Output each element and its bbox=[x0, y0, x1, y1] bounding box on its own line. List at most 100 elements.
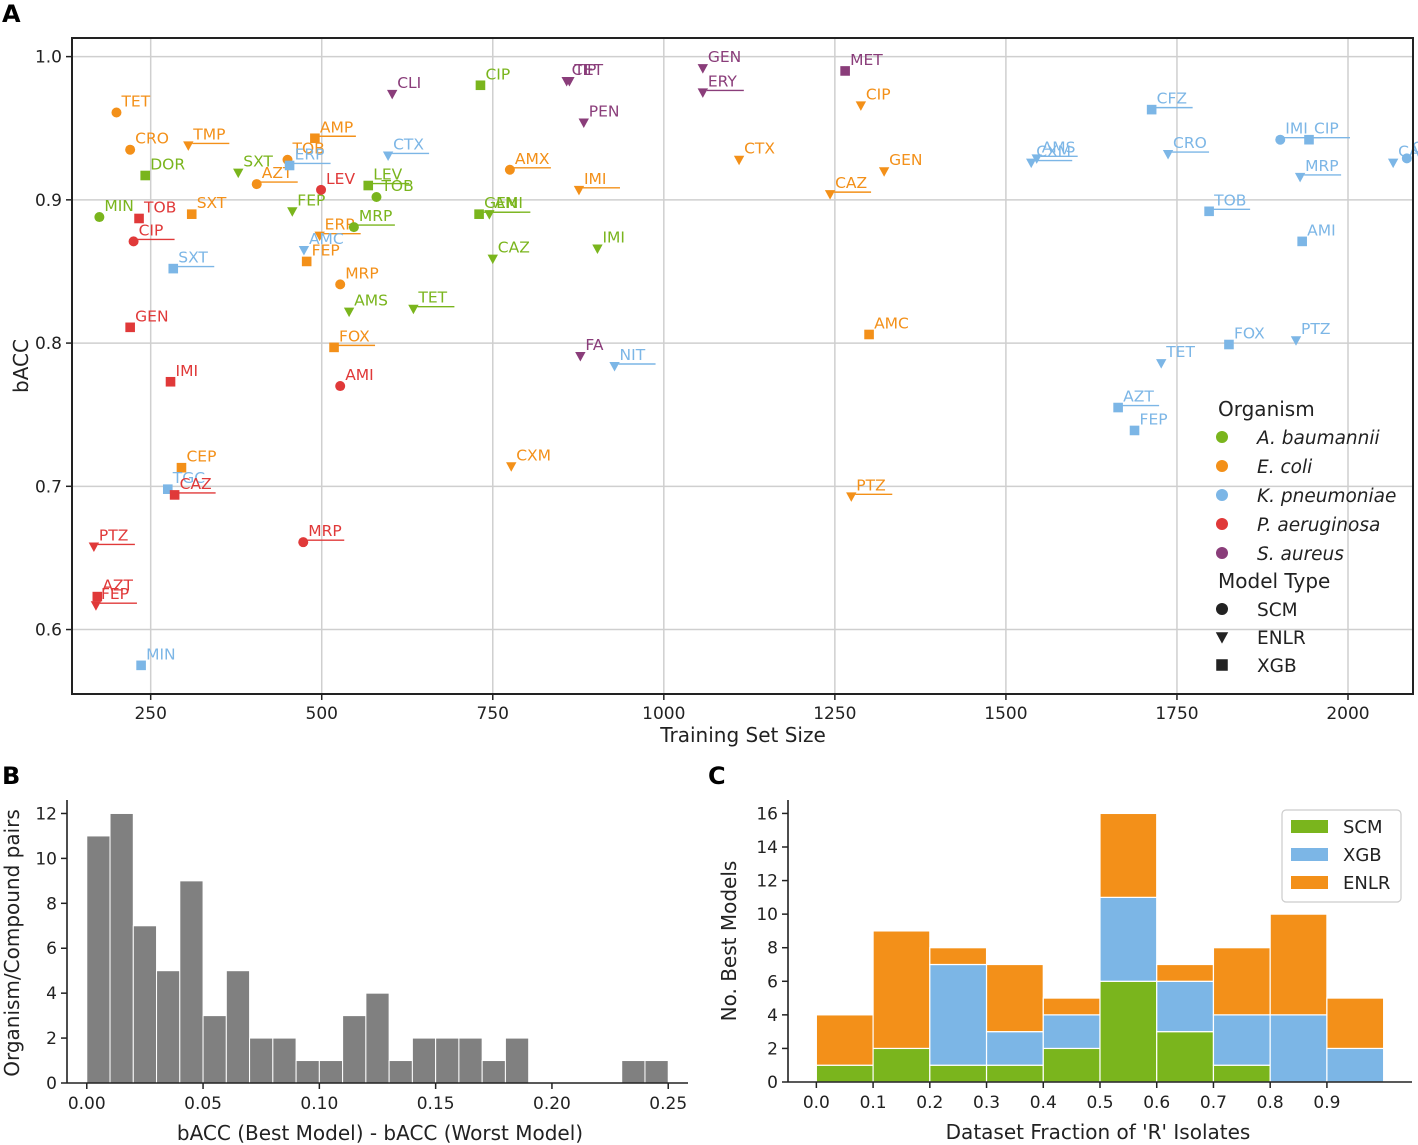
point-label: GEN bbox=[484, 194, 517, 212]
enlr-marker bbox=[1031, 154, 1042, 164]
x-tick-label: 0.00 bbox=[68, 1094, 106, 1114]
bar-segment-scm bbox=[1099, 980, 1158, 1083]
point-label: FOX bbox=[1234, 325, 1265, 343]
enlr-marker bbox=[1026, 158, 1037, 169]
enlr-marker bbox=[578, 118, 589, 129]
scm-marker bbox=[125, 144, 136, 155]
data-point-caz: CAZ bbox=[487, 239, 530, 265]
data-point-tet: TET bbox=[564, 61, 604, 87]
data-point-sxt: SXT bbox=[186, 194, 227, 219]
data-point-amc: AMC bbox=[298, 230, 344, 256]
plot-frame bbox=[71, 37, 1414, 695]
bar-segment-xgb bbox=[1042, 1014, 1101, 1050]
legend-swatch-organism bbox=[1216, 489, 1228, 501]
xgb-marker bbox=[176, 462, 187, 473]
xgb-marker bbox=[1297, 236, 1307, 247]
legend-entry-model: SCM bbox=[1257, 600, 1298, 621]
point-label: MIN bbox=[146, 645, 176, 663]
x-tick-label: 0.10 bbox=[300, 1094, 338, 1114]
scm-marker bbox=[1401, 153, 1412, 164]
x-tick-label: 0.6 bbox=[1143, 1093, 1170, 1113]
point-label: CRO bbox=[135, 130, 169, 148]
data-point-tgc: TGC bbox=[162, 469, 205, 494]
axis-ticks: 0.0 0.1 0.2 0.3 0.4 0.5 0.6 0.7 0.8 0.9 0 2 4 6 8 10 12 1… bbox=[756, 804, 1340, 1113]
enlr-marker bbox=[382, 151, 394, 161]
point-label: AMC bbox=[309, 230, 344, 248]
point-label: GEN bbox=[1412, 138, 1418, 156]
x-tick-label: 0.25 bbox=[649, 1094, 687, 1114]
histogram-bar bbox=[249, 1037, 274, 1084]
y-tick-label: 12 bbox=[756, 872, 778, 892]
data-point-imi: IMI bbox=[592, 229, 625, 255]
y-tick-label: 0.7 bbox=[35, 477, 62, 497]
y-tick-label: 10 bbox=[35, 849, 57, 869]
point-label: ERP bbox=[295, 145, 325, 163]
point-label: PTZ bbox=[856, 476, 885, 494]
xgb-marker bbox=[136, 660, 146, 671]
point-label: AMS bbox=[354, 292, 388, 310]
y-tick-label: 10 bbox=[756, 905, 778, 925]
data-point-erp: ERP bbox=[314, 216, 361, 242]
x-tick-label: 1250 bbox=[813, 704, 856, 724]
enlr-marker bbox=[575, 351, 586, 362]
data-point-fox: FOX bbox=[329, 327, 376, 353]
bar-segment-scm bbox=[929, 1064, 988, 1083]
point-label: PTZ bbox=[99, 526, 128, 544]
histogram-bar bbox=[621, 1060, 646, 1084]
scm-marker bbox=[504, 164, 515, 175]
y-tick-label: 0.6 bbox=[35, 621, 62, 641]
scm-marker bbox=[335, 381, 346, 392]
data-point-ptz: PTZ bbox=[846, 476, 893, 502]
bar-segment-xgb bbox=[1326, 1047, 1385, 1083]
point-label: TOB bbox=[292, 140, 325, 158]
data-point-tet: TET bbox=[111, 92, 151, 118]
x-axis-label: Dataset Fraction of 'R' Isolates bbox=[946, 1120, 1251, 1144]
xgb-marker bbox=[840, 66, 850, 76]
point-label: TGC bbox=[172, 469, 205, 487]
x-tick-label: 0.0 bbox=[803, 1093, 830, 1113]
histogram-bars bbox=[86, 812, 669, 1084]
data-point-gen: GEN bbox=[697, 48, 741, 74]
enlr-marker bbox=[484, 210, 495, 220]
enlr-marker bbox=[855, 101, 867, 111]
data-point-cxm: CXM bbox=[506, 446, 551, 472]
bar-segment-enlr bbox=[1099, 812, 1158, 898]
x-tick-label: 0.7 bbox=[1200, 1093, 1227, 1113]
bar-segment-xgb bbox=[1156, 980, 1215, 1033]
enlr-marker bbox=[343, 307, 355, 318]
x-axis-label: bACC (Best Model) - bACC (Worst Model) bbox=[177, 1121, 583, 1145]
legend-swatch-model bbox=[1216, 659, 1228, 671]
y-tick-label: 0 bbox=[46, 1074, 57, 1094]
histogram-bar bbox=[179, 880, 204, 1084]
legend-entry: ENLR bbox=[1343, 873, 1390, 894]
point-label: CEP bbox=[186, 448, 216, 466]
data-point-tmp: TMP bbox=[183, 125, 230, 151]
point-label: SXT bbox=[197, 194, 227, 212]
data-point-amx: AMX bbox=[504, 150, 551, 175]
data-point-mrp: MRP bbox=[348, 207, 395, 233]
xgb-marker bbox=[329, 342, 339, 353]
y-tick-label: 2 bbox=[767, 1039, 778, 1059]
scm-marker bbox=[335, 279, 346, 290]
point-label: FEP bbox=[1140, 410, 1168, 428]
y-axis-label: No. Best Models bbox=[717, 861, 741, 1022]
enlr-marker bbox=[183, 141, 194, 151]
enlr-marker bbox=[506, 462, 517, 472]
point-label: FEP bbox=[101, 585, 129, 603]
point-label: FEP bbox=[312, 241, 340, 259]
point-label: IMI bbox=[1285, 120, 1308, 138]
axis-ticks: 250 500 750 1000 1250 1500 1750 2000 0.6 0.7 0.8 0.… bbox=[35, 48, 1370, 724]
legend-entry-organism: K. pneumoniae bbox=[1257, 486, 1396, 507]
legend-title-organism: Organism bbox=[1218, 397, 1315, 421]
legend-swatch bbox=[1291, 848, 1328, 861]
point-label: IMI bbox=[584, 170, 607, 188]
data-point-erp: ERP bbox=[284, 145, 331, 171]
y-tick-label: 0 bbox=[767, 1073, 778, 1093]
enlr-marker bbox=[564, 76, 575, 87]
point-label: ERP bbox=[325, 216, 355, 234]
xgb-marker bbox=[363, 180, 374, 191]
legend-swatch bbox=[1291, 820, 1328, 833]
xgb-marker bbox=[1304, 134, 1314, 145]
point-label: MRP bbox=[359, 207, 393, 225]
legend-entry-model: ENLR bbox=[1257, 628, 1306, 649]
